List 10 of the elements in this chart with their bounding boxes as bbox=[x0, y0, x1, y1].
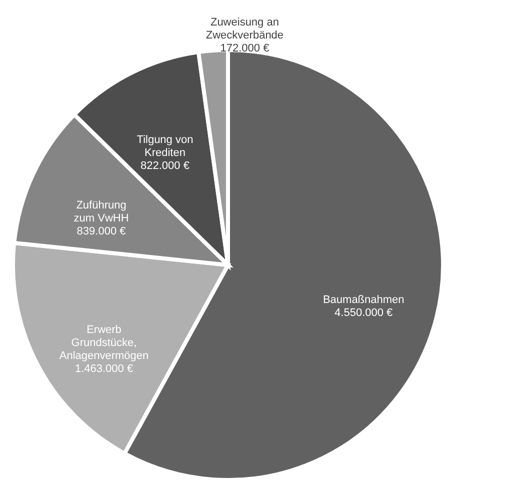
data-label: 839.000 € bbox=[76, 226, 126, 238]
slice-label: Zuweisung an Zweckverbände bbox=[206, 16, 284, 42]
data-label: 172.000 € bbox=[220, 42, 270, 55]
slice-label: Tilgung von Krediten bbox=[136, 134, 194, 159]
slice-label: Baumaßnahmen bbox=[322, 294, 404, 306]
slice-label: Zuführung zum VwHH bbox=[74, 200, 129, 225]
data-label: 822.000 € bbox=[140, 160, 190, 172]
data-label: 4.550.000 € bbox=[334, 306, 393, 319]
slice-label: Erwerb Grundstücke, Anlagenvermögen bbox=[59, 324, 149, 362]
data-label: 1.463.000 € bbox=[74, 363, 134, 376]
